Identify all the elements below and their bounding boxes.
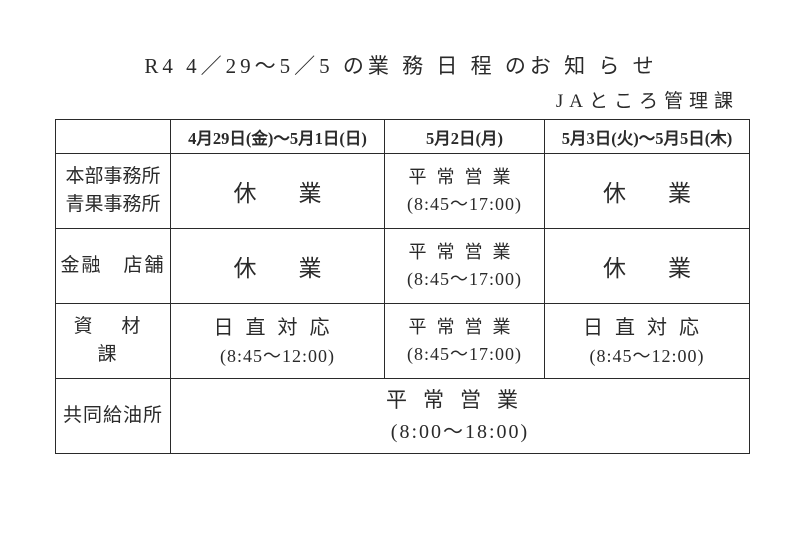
cell-closed: 休業 [171, 229, 385, 304]
header-period-3: 5月3日(火)～5月5日(木) [545, 120, 750, 154]
cell-hours: 平常営業 (8:45～17:00) [385, 229, 545, 304]
row-label-fuel: 共同給油所 [56, 379, 171, 454]
table-row: 本部事務所 青果事務所 休業 平常営業 (8:45～17:00) 休業 [56, 154, 750, 229]
cell-closed: 休業 [171, 154, 385, 229]
table-row: 資 材 課 日直対応 (8:45～12:00) 平常営業 (8:45～17:00… [56, 304, 750, 379]
row-label-materials: 資 材 課 [56, 304, 171, 379]
row-label-offices: 本部事務所 青果事務所 [56, 154, 171, 229]
page-title: R4 4／29～5／5 の業 務 日 程 のお 知 ら せ [55, 50, 747, 80]
schedule-table: 4月29日(金)～5月1日(日) 5月2日(月) 5月3日(火)～5月5日(木)… [55, 119, 750, 454]
header-period-2: 5月2日(月) [385, 120, 545, 154]
table-row: 共同給油所 平常営業 (8:00～18:00) [56, 379, 750, 454]
cell-closed: 休業 [545, 229, 750, 304]
cell-duty: 日直対応 (8:45～12:00) [171, 304, 385, 379]
header-row: 4月29日(金)～5月1日(日) 5月2日(月) 5月3日(火)～5月5日(木) [56, 120, 750, 154]
cell-hours: 平常営業 (8:45～17:00) [385, 154, 545, 229]
cell-hours: 平常営業 (8:45～17:00) [385, 304, 545, 379]
header-blank [56, 120, 171, 154]
cell-closed: 休業 [545, 154, 750, 229]
cell-duty: 日直対応 (8:45～12:00) [545, 304, 750, 379]
table-row: 金融 店舗 休業 平常営業 (8:45～17:00) 休業 [56, 229, 750, 304]
page-subtitle: JAところ管理課 [55, 86, 739, 113]
row-label-finance: 金融 店舗 [56, 229, 171, 304]
cell-hours-wide: 平常営業 (8:00～18:00) [171, 379, 750, 454]
header-period-1: 4月29日(金)～5月1日(日) [171, 120, 385, 154]
